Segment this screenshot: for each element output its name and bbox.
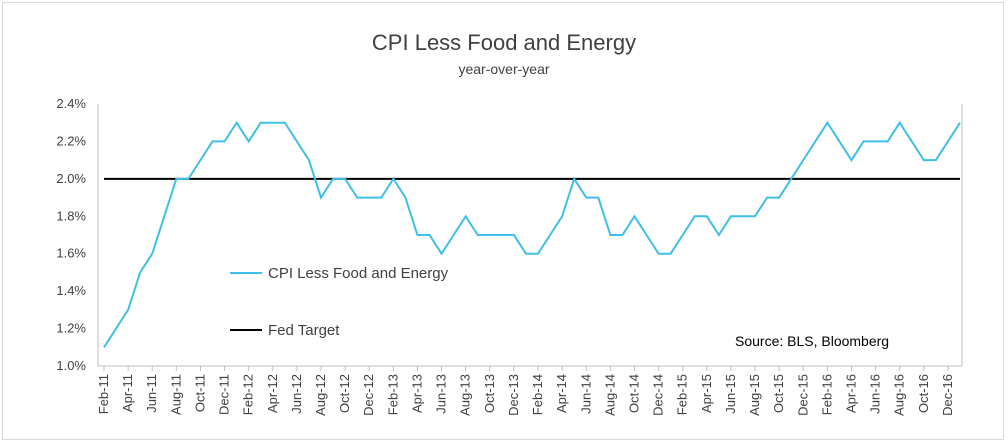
x-tick-label: Feb-11 [96,374,111,414]
x-tick-label: Feb-12 [241,374,256,415]
x-tick-label: Dec-16 [940,374,955,416]
x-tick-label: Oct-14 [626,374,641,413]
x-tick-label: Dec-12 [361,374,376,416]
y-axis-ticks: 1.0% 1.2% 1.4% 1.6% 1.8% 2.0% 2.2% 2.4% [56,96,86,373]
x-tick-label: Jun-15 [723,374,738,414]
x-tick-label: Apr-12 [265,374,280,413]
series-group [103,120,961,348]
x-tick-label: Oct-16 [916,374,931,413]
x-tick-label: Dec-15 [795,374,810,416]
x-tick-label: Apr-13 [409,374,424,413]
x-tick-label: Jun-12 [289,374,304,414]
x-tick-label: Jun-14 [578,374,593,414]
x-tick-label: Feb-13 [385,374,400,415]
chart-subtitle: year-over-year [458,61,550,77]
y-tick-label: 2.2% [56,133,86,148]
x-tick-label: Aug-14 [602,374,617,416]
cpi-series-line [103,120,961,348]
x-tick-label: Oct-13 [482,374,497,413]
x-tick-label: Jun-11 [144,374,159,413]
x-tick-label: Oct-12 [337,374,352,413]
x-tick-label: Oct-15 [771,374,786,413]
x-tick-label: Dec-14 [651,374,666,416]
y-tick-label: 1.6% [56,246,86,261]
legend-label-fed: Fed Target [268,322,340,339]
x-tick-label: Feb-15 [675,374,690,415]
x-tick-label: Aug-13 [458,374,473,416]
x-tick-label: Apr-11 [120,374,135,412]
y-tick-label: 1.0% [56,358,86,373]
x-tick-label: Jun-16 [868,374,883,414]
x-axis-ticks: Feb-11 Apr-11 Jun-11 Aug-11 Oct-11 Dec-11 Feb-… [96,366,955,416]
x-tick-label: Dec-13 [506,374,521,416]
y-tick-label: 2.4% [56,96,86,111]
source-annotation: Source: BLS, Bloomberg [735,333,889,349]
x-tick-label: Feb-16 [819,374,834,415]
x-tick-label: Feb-14 [530,374,545,415]
legend-label-cpi: CPI Less Food and Energy [268,265,449,282]
x-tick-label: Aug-12 [313,374,328,416]
x-tick-label: Aug-11 [168,374,183,415]
x-tick-label: Aug-16 [892,374,907,416]
x-tick-label: Jun-13 [434,374,449,414]
y-tick-label: 1.2% [56,321,86,336]
y-tick-label: 1.4% [56,283,86,298]
legend: CPI Less Food and Energy Fed Target [230,265,449,339]
y-tick-label: 2.0% [56,171,86,186]
y-tick-label: 1.8% [56,208,86,223]
chart-title: CPI Less Food and Energy [371,30,637,55]
x-tick-label: Apr-15 [699,374,714,413]
x-tick-label: Aug-15 [747,374,762,416]
axes [97,104,963,367]
x-tick-label: Dec-11 [217,374,232,415]
x-tick-label: Apr-16 [843,374,858,413]
x-tick-label: Apr-14 [554,374,569,413]
x-tick-label: Oct-11 [192,374,207,412]
